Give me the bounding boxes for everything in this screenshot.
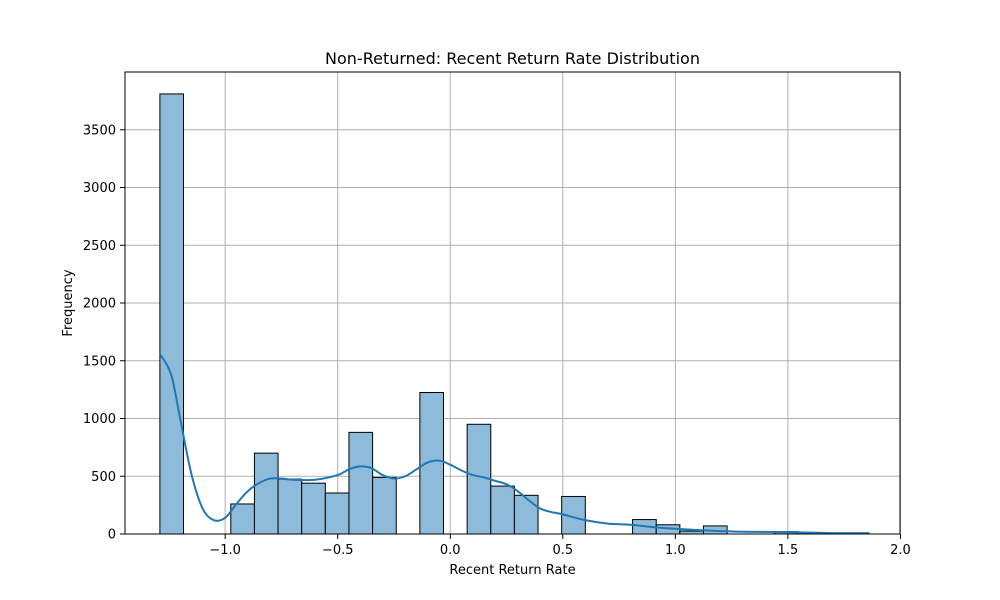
- y-axis: 0 500 1000 1500 2000 2500 3000 3500: [83, 123, 125, 543]
- histogram-bar: [513, 494, 539, 535]
- histogram-bar: [253, 452, 279, 535]
- histogram-bar: [372, 476, 397, 535]
- x-tick-label: 0.5: [552, 543, 573, 558]
- histogram-bar: [324, 492, 350, 535]
- kde-curve: [159, 353, 869, 535]
- histogram-bars: [159, 93, 870, 535]
- y-tick-label: 1000: [83, 412, 116, 427]
- histogram-bar: [419, 392, 445, 535]
- histogram-bar: [490, 485, 515, 535]
- x-tick-label: −0.5: [322, 543, 354, 558]
- y-tick-label: 1500: [83, 354, 116, 369]
- x-tick-label: −1.0: [209, 543, 241, 558]
- y-tick-label: 0: [108, 528, 116, 543]
- histogram-bar: [348, 431, 374, 535]
- y-tick-label: 2000: [83, 297, 116, 312]
- x-tick-label: 1.0: [665, 543, 686, 558]
- x-axis: −1.0 −0.5 0.0 0.5 1.0 1.5 2.0: [209, 534, 911, 558]
- y-tick-label: 3000: [83, 181, 116, 196]
- y-tick-label: 500: [91, 470, 116, 485]
- x-axis-title: Recent Return Rate: [449, 563, 575, 578]
- x-tick-label: 2.0: [890, 543, 911, 558]
- y-tick-label: 2500: [83, 239, 116, 254]
- histogram-bar: [159, 93, 185, 535]
- x-tick-label: 0.0: [440, 543, 461, 558]
- y-tick-label: 3500: [83, 123, 116, 138]
- histogram-bar: [277, 478, 303, 535]
- chart-title: Non-Returned: Recent Return Rate Distrib…: [325, 49, 700, 68]
- y-axis-title: Frequency: [61, 269, 76, 336]
- histogram-bar: [301, 482, 326, 535]
- x-tick-label: 1.5: [778, 543, 799, 558]
- histogram-bar: [230, 503, 255, 535]
- grid: [125, 72, 901, 535]
